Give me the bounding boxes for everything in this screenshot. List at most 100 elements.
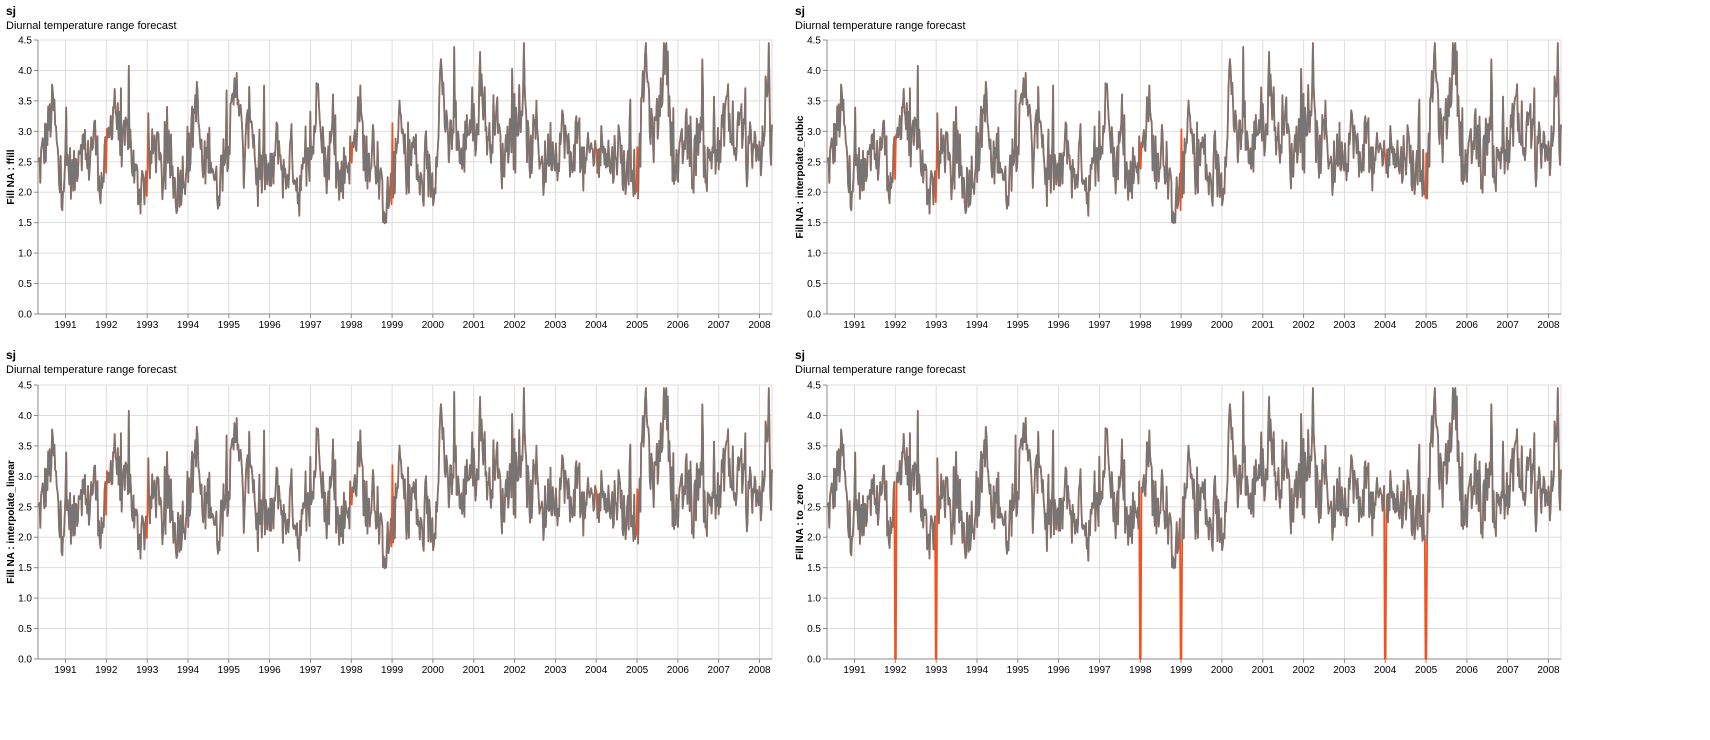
x-tick-label: 1994	[177, 320, 200, 331]
y-tick-label: 3.5	[807, 96, 821, 107]
x-tick-label: 2002	[503, 320, 526, 331]
y-tick-label: 0.5	[18, 279, 32, 290]
y-tick-label: 2.0	[807, 188, 821, 199]
x-tick-label: 2000	[422, 665, 445, 676]
x-tick-label: 2004	[1374, 665, 1397, 676]
x-tick-label: 1998	[1129, 665, 1152, 676]
y-tick-label: 0.0	[807, 655, 821, 666]
x-tick-label: 1993	[925, 665, 948, 676]
x-tick-label: 1998	[340, 665, 363, 676]
x-tick-label: 1992	[884, 320, 907, 331]
series-filled-line	[826, 387, 1562, 660]
x-tick-label: 2005	[1415, 320, 1438, 331]
x-tick-label: 1996	[1047, 665, 1070, 676]
series-original-line	[1426, 42, 1562, 199]
y-tick-label: 0.0	[18, 655, 32, 666]
x-tick-label: 1999	[1170, 320, 1193, 331]
x-tick-label: 1992	[95, 320, 118, 331]
x-tick-label: 2003	[544, 665, 567, 676]
y-axis-label: Fill NA : to_zero	[795, 484, 806, 560]
series-original-line	[1385, 443, 1426, 542]
y-tick-label: 4.5	[807, 381, 821, 392]
x-tick-label: 2002	[1292, 320, 1315, 331]
y-tick-label: 2.5	[18, 157, 32, 168]
series-original-line	[1181, 42, 1385, 207]
y-tick-label: 2.5	[807, 157, 821, 168]
y-tick-label: 3.5	[807, 441, 821, 452]
x-tick-label: 1994	[966, 665, 989, 676]
x-tick-label: 2003	[544, 320, 567, 331]
y-tick-label: 3.5	[18, 96, 32, 107]
x-tick-label: 1992	[95, 665, 118, 676]
y-tick-label: 3.5	[18, 441, 32, 452]
y-axis-label: Fill NA : interpolate_linear	[6, 460, 17, 584]
x-tick-label: 1996	[1047, 320, 1070, 331]
series-original-line	[106, 65, 147, 215]
y-tick-label: 1.0	[807, 249, 821, 260]
chart-title: sj	[6, 348, 16, 362]
x-tick-label: 1991	[843, 665, 866, 676]
series-original-line	[936, 72, 1140, 217]
series-original-line	[1140, 429, 1181, 570]
x-tick-label: 1993	[136, 665, 159, 676]
x-tick-label: 1999	[381, 320, 404, 331]
y-tick-label: 4.0	[807, 411, 821, 422]
y-tick-label: 4.0	[18, 411, 32, 422]
series-original-line	[37, 428, 107, 557]
x-tick-label: 2001	[1252, 665, 1275, 676]
y-tick-label: 1.5	[807, 563, 821, 574]
x-tick-label: 2004	[1374, 320, 1397, 331]
y-tick-label: 4.0	[18, 66, 32, 77]
x-tick-label: 2007	[1497, 665, 1520, 676]
y-tick-label: 0.5	[18, 624, 32, 635]
chart-subtitle: Diurnal temperature range forecast	[795, 20, 966, 32]
x-tick-label: 2006	[667, 320, 690, 331]
y-tick-label: 4.0	[807, 66, 821, 77]
x-tick-label: 2008	[1537, 665, 1560, 676]
y-tick-label: 4.5	[18, 36, 32, 47]
series-original-line	[596, 98, 637, 197]
x-tick-label: 2002	[503, 665, 526, 676]
x-tick-label: 1993	[136, 320, 159, 331]
series-original-line	[351, 429, 392, 570]
y-tick-label: 3.0	[807, 127, 821, 138]
series-original-line	[826, 428, 896, 557]
x-tick-label: 1997	[299, 665, 322, 676]
chart-subtitle: Diurnal temperature range forecast	[6, 364, 177, 376]
x-tick-label: 1999	[1170, 665, 1193, 676]
series-original-line	[637, 42, 773, 199]
series-original-line	[596, 443, 637, 542]
x-tick-label: 2002	[1292, 665, 1315, 676]
series-original-line	[895, 65, 936, 215]
series-original-line	[895, 409, 936, 560]
x-tick-label: 2004	[585, 665, 608, 676]
y-tick-label: 1.5	[18, 218, 32, 229]
x-tick-label: 2003	[1333, 320, 1356, 331]
y-tick-label: 2.0	[18, 533, 32, 544]
series-original-line	[392, 387, 596, 552]
x-tick-label: 2005	[626, 320, 649, 331]
series-original-line	[147, 72, 351, 217]
x-tick-label: 2005	[626, 665, 649, 676]
x-tick-label: 2007	[708, 665, 731, 676]
y-tick-label: 0.5	[807, 279, 821, 290]
y-tick-label: 1.0	[807, 594, 821, 605]
y-tick-label: 2.0	[18, 188, 32, 199]
chart-subtitle: Diurnal temperature range forecast	[6, 20, 177, 32]
x-tick-label: 1996	[258, 320, 281, 331]
x-tick-label: 1991	[54, 665, 77, 676]
x-tick-label: 2007	[708, 320, 731, 331]
x-tick-label: 1993	[925, 320, 948, 331]
series-original-line	[637, 387, 773, 544]
x-tick-label: 2007	[1497, 320, 1520, 331]
x-tick-label: 1991	[54, 320, 77, 331]
y-tick-label: 1.5	[807, 218, 821, 229]
y-tick-label: 1.0	[18, 249, 32, 260]
x-tick-label: 2006	[667, 665, 690, 676]
y-axis-label: Fill NA : interpolate_cubic	[795, 115, 806, 238]
y-tick-label: 4.5	[18, 381, 32, 392]
y-tick-label: 2.0	[807, 533, 821, 544]
x-tick-label: 1995	[1007, 320, 1030, 331]
chart-subtitle: Diurnal temperature range forecast	[795, 364, 966, 376]
series-original-line	[106, 409, 147, 560]
